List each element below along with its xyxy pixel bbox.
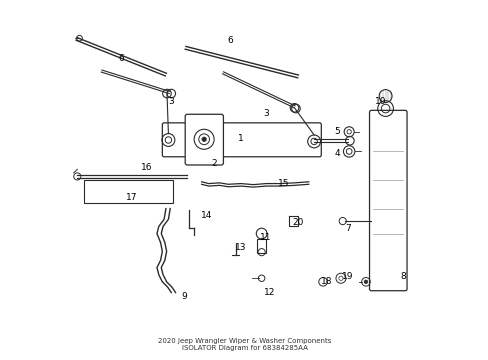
Text: 16: 16 <box>140 163 152 172</box>
FancyBboxPatch shape <box>162 123 321 157</box>
Text: 2: 2 <box>211 159 217 168</box>
FancyBboxPatch shape <box>185 114 223 165</box>
Text: 19: 19 <box>342 272 353 281</box>
Text: 1: 1 <box>238 134 244 143</box>
Text: 11: 11 <box>260 233 271 242</box>
Text: 15: 15 <box>278 179 289 188</box>
Text: 10: 10 <box>374 97 385 106</box>
Text: 3: 3 <box>168 97 174 106</box>
FancyBboxPatch shape <box>369 111 406 291</box>
Text: 18: 18 <box>320 277 332 286</box>
Text: 12: 12 <box>264 288 275 297</box>
Text: 9: 9 <box>181 292 186 301</box>
Text: 6: 6 <box>227 36 233 45</box>
Text: 2020 Jeep Wrangler Wiper & Washer Components
ISOLATOR Diagram for 68384285AA: 2020 Jeep Wrangler Wiper & Washer Compon… <box>158 338 330 351</box>
Text: 20: 20 <box>292 219 303 228</box>
Text: 8: 8 <box>400 272 406 281</box>
Circle shape <box>346 130 350 134</box>
Text: 5: 5 <box>334 127 340 136</box>
Circle shape <box>338 276 343 280</box>
Text: 13: 13 <box>235 243 246 252</box>
Bar <box>257 239 266 253</box>
Circle shape <box>202 137 206 141</box>
Text: 14: 14 <box>201 211 212 220</box>
Text: 4: 4 <box>334 149 340 158</box>
Text: 7: 7 <box>345 224 350 233</box>
Text: 6: 6 <box>118 54 124 63</box>
Text: 3: 3 <box>263 109 268 118</box>
Bar <box>83 180 173 203</box>
Circle shape <box>364 280 367 284</box>
Text: 17: 17 <box>126 193 138 202</box>
